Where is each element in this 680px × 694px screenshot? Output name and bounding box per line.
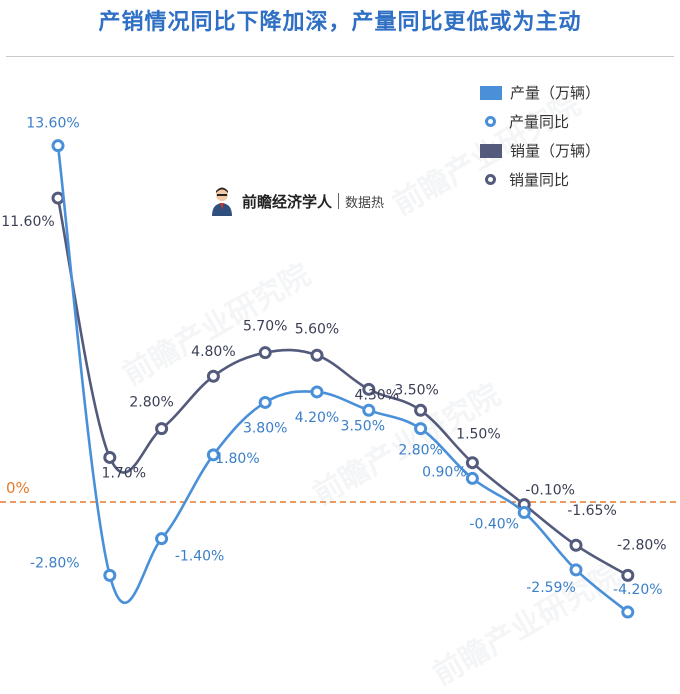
production-yoy-data-label: 3.80% bbox=[243, 420, 287, 436]
sales-yoy-point bbox=[569, 538, 583, 552]
sales-yoy-data-label: 4.80% bbox=[191, 344, 235, 360]
sales-yoy-data-label: 3.50% bbox=[394, 382, 438, 398]
brand-name: 前瞻经济学人 bbox=[242, 192, 333, 211]
legend-label: 产量（万辆） bbox=[510, 84, 601, 102]
production-yoy-data-label: -0.40% bbox=[469, 516, 519, 532]
sales-yoy-point bbox=[51, 191, 65, 205]
sales-yoy-point bbox=[103, 450, 117, 464]
legend-item-sales-yoy: 销量同比 bbox=[480, 165, 600, 194]
legend-item-production: 产量（万辆） bbox=[480, 78, 600, 107]
sales-yoy-point bbox=[258, 346, 272, 360]
production-yoy-point bbox=[621, 605, 635, 619]
title-divider bbox=[6, 56, 674, 57]
sales-yoy-line bbox=[56, 197, 629, 577]
legend-label: 销量（万辆） bbox=[510, 142, 601, 160]
sales-yoy-point bbox=[465, 456, 479, 470]
legend-swatch-production-bar bbox=[480, 85, 502, 100]
legend-swatch-sales-bar bbox=[480, 143, 502, 158]
production-yoy-data-label: -1.40% bbox=[175, 549, 225, 565]
production-yoy-data-label: 2.80% bbox=[398, 443, 442, 459]
production-yoy-point bbox=[569, 563, 583, 577]
legend-label: 产量同比 bbox=[509, 113, 570, 131]
legend-item-production-yoy: 产量同比 bbox=[480, 107, 600, 136]
production-yoy-data-label: -2.59% bbox=[526, 580, 576, 596]
legend-marker-sales-yoy bbox=[485, 174, 496, 185]
sales-yoy-point bbox=[414, 403, 428, 417]
sales-yoy-point bbox=[310, 348, 324, 362]
sales-yoy-data-label: 1.50% bbox=[456, 427, 500, 443]
production-yoy-data-label: 1.80% bbox=[215, 451, 259, 467]
production-yoy-point bbox=[362, 403, 376, 417]
sales-yoy-data-label: 5.70% bbox=[243, 319, 287, 335]
chart-title: 产销情况同比下降加深，产量同比更低或为主动 bbox=[98, 10, 582, 35]
sales-yoy-point bbox=[621, 568, 635, 582]
production-yoy-point bbox=[258, 395, 272, 409]
brand-badge: 前瞻经济学人 数据热 bbox=[210, 186, 384, 216]
brand-tag: 数据热 bbox=[345, 195, 385, 211]
production-yoy-data-label: 4.20% bbox=[295, 410, 339, 426]
sales-yoy-data-label: 5.60% bbox=[295, 321, 339, 337]
production-yoy-point bbox=[310, 385, 324, 399]
legend-item-sales: 销量（万辆） bbox=[480, 136, 600, 165]
sales-yoy-data-label: -2.80% bbox=[617, 537, 667, 553]
production-yoy-point bbox=[103, 568, 117, 582]
production-yoy-data-label: -2.80% bbox=[30, 555, 80, 571]
sales-yoy-data-label: 2.80% bbox=[129, 395, 173, 411]
yoy-line-chart: 11.60%1.70%2.80%4.80%5.70% 5.60%4.30%3.50… bbox=[0, 116, 680, 619]
legend: 产量（万辆） 产量同比 销量（万辆） 销量同比 bbox=[480, 78, 600, 194]
production-yoy-point bbox=[51, 139, 65, 153]
sales-yoy-data-label: 1.70% bbox=[102, 465, 146, 481]
sales-yoy-data-label: -1.65% bbox=[567, 503, 617, 519]
production-yoy-data-label: 0.90% bbox=[422, 464, 466, 480]
production-yoy-data-label: 13.60% bbox=[26, 116, 79, 132]
production-yoy-point bbox=[155, 532, 169, 546]
production-yoy-data-label: -4.20% bbox=[613, 582, 663, 598]
sales-yoy-data-label: 4.30% bbox=[355, 387, 399, 403]
legend-marker-production-yoy bbox=[485, 116, 496, 127]
production-yoy-point bbox=[206, 448, 220, 462]
sales-yoy-point bbox=[155, 422, 169, 436]
brand-divider bbox=[338, 193, 340, 209]
sales-yoy-point bbox=[362, 382, 376, 396]
avatar-icon bbox=[212, 187, 232, 216]
sales-yoy-point bbox=[206, 369, 220, 383]
production-yoy-point bbox=[517, 505, 531, 519]
legend-label: 销量同比 bbox=[509, 171, 570, 189]
production-yoy-point bbox=[414, 422, 428, 436]
sales-yoy-data-label: -0.10% bbox=[525, 483, 575, 499]
production-yoy-data-label: 3.50% bbox=[341, 418, 385, 434]
sales-yoy-data-label: 11.60% bbox=[1, 214, 54, 230]
production-yoy-point bbox=[465, 471, 479, 485]
zero-axis-label: 0% bbox=[6, 479, 30, 497]
